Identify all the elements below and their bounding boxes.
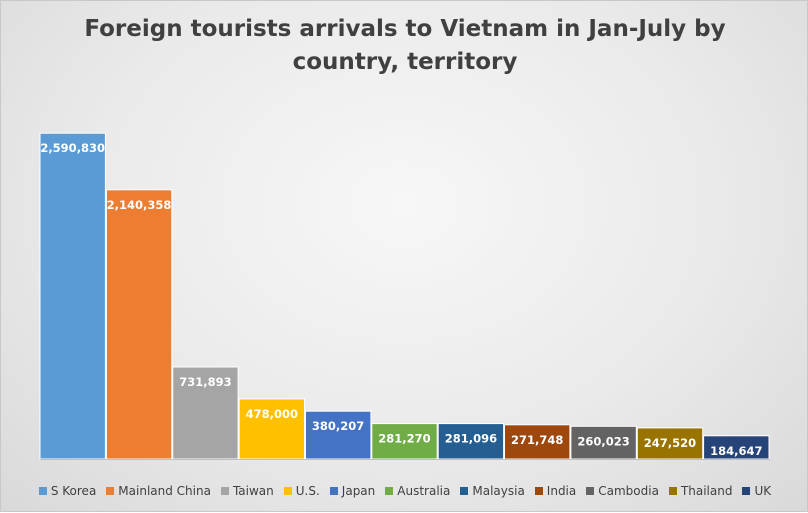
bar-0 — [39, 132, 106, 460]
bar-value-label-8: 260,023 — [577, 434, 629, 448]
bar-3 — [238, 398, 306, 460]
legend-swatch-4 — [329, 487, 338, 495]
legend-item-7: India — [534, 484, 577, 498]
legend-label-8: Cambodia — [598, 484, 659, 498]
bar-value-label-6: 281,096 — [445, 432, 497, 446]
bar-value-label-10: 184,647 — [710, 444, 762, 458]
chart-legend: S Korea Mainland China Taiwan U.S. Japan Aust… — [25, 478, 785, 504]
legend-item-3: U.S. — [283, 484, 320, 498]
legend-item-4: Japan — [329, 484, 376, 498]
legend-item-8: Cambodia — [586, 484, 659, 498]
bar-value-label-2: 731,893 — [179, 375, 231, 389]
bar-4 — [305, 410, 372, 460]
bar-6 — [437, 423, 505, 460]
legend-swatch-2 — [220, 487, 229, 495]
legend-label-5: Australia — [397, 484, 451, 498]
legend-item-9: Thailand — [668, 484, 733, 498]
legend-label-2: Taiwan — [232, 484, 274, 498]
legend-item-0: S Korea — [38, 484, 97, 498]
legend-label-4: Japan — [341, 484, 376, 498]
legend-label-1: Mainland China — [118, 484, 211, 498]
chart-title: Foreign tourists arrivals to Vietnam in … — [84, 16, 726, 75]
bar-value-label-9: 247,520 — [644, 436, 696, 450]
legend-label-0: S Korea — [50, 484, 97, 498]
bar-value-label-1: 2,140,358 — [107, 198, 172, 212]
bar-value-label-5: 281,270 — [378, 432, 430, 446]
legend-item-10: UK — [742, 484, 771, 498]
legend-swatch-6 — [460, 487, 469, 495]
bar-5 — [371, 423, 438, 460]
bar-value-label-4: 380,207 — [312, 419, 364, 433]
legend-swatch-8 — [586, 487, 595, 495]
bar-1 — [105, 189, 173, 460]
legend-label-6: Malaysia — [472, 484, 525, 498]
bar-9 — [636, 427, 704, 460]
legend-swatch-1 — [106, 487, 115, 495]
legend-swatch-0 — [38, 487, 47, 495]
bar-8 — [570, 425, 637, 460]
bar-7 — [504, 424, 571, 460]
bar-value-label-3: 478,000 — [246, 407, 298, 421]
legend-swatch-3 — [283, 487, 292, 495]
legend-label-7: India — [546, 484, 577, 498]
legend-label-10: UK — [754, 484, 772, 498]
legend-label-9: Thailand — [680, 484, 733, 498]
legend-item-1: Mainland China — [106, 484, 211, 498]
legend-swatch-10 — [742, 487, 751, 495]
legend-item-2: Taiwan — [220, 484, 274, 498]
legend-item-5: Australia — [385, 484, 450, 498]
bar-value-label-0: 2,590,830 — [40, 141, 105, 155]
legend-item-6: Malaysia — [460, 484, 525, 498]
legend-swatch-9 — [668, 487, 677, 495]
legend-label-3: U.S. — [295, 484, 320, 498]
bar-value-label-7: 271,748 — [511, 433, 563, 447]
legend-swatch-5 — [385, 487, 394, 495]
legend-swatch-7 — [534, 487, 543, 495]
